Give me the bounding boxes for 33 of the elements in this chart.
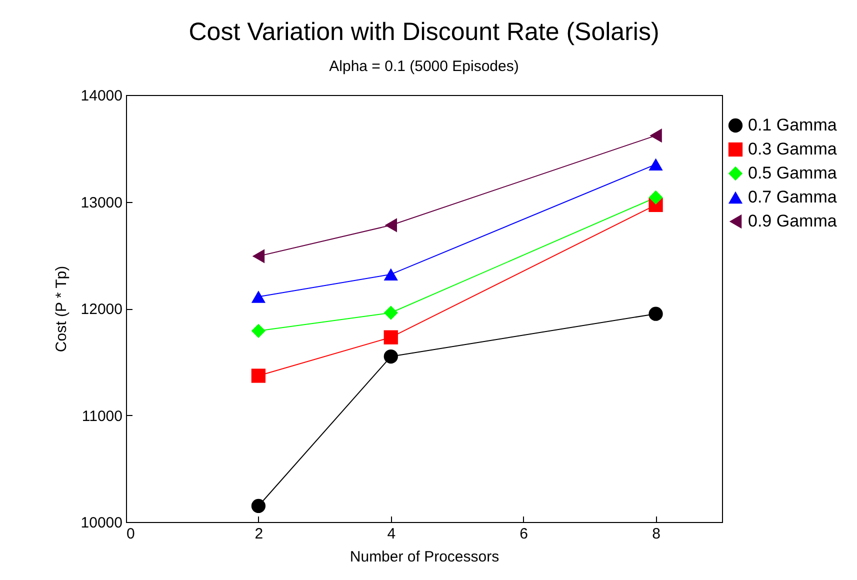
y-tick-label: 10000 [80, 514, 122, 532]
point [251, 368, 266, 383]
point [384, 218, 398, 232]
y-tick-label: 11000 [82, 408, 122, 425]
point [384, 349, 398, 364]
point [384, 306, 398, 320]
x-tick-label: 6 [520, 526, 528, 542]
x-tick-label: 0 [126, 526, 135, 542]
point [384, 330, 398, 344]
point [251, 324, 266, 338]
x-axis-title: Number of Processors [350, 548, 500, 566]
y-tick-label: 12000 [80, 301, 122, 318]
y-tick-label: 13000 [80, 194, 122, 212]
point [648, 190, 663, 205]
point [648, 306, 663, 321]
legend-label: 0.3 Gamma [748, 140, 838, 158]
legend-label: 0.1 Gamma [748, 116, 838, 134]
point [251, 498, 266, 514]
y-axis-title: Cost (P * Tp) [52, 266, 70, 352]
y-tick-label: 14000 [80, 88, 122, 104]
x-tick-label: 2 [254, 526, 264, 542]
x-tick-label: 8 [652, 526, 660, 542]
legend-label: 0.9 Gamma [748, 212, 838, 230]
point [650, 128, 662, 143]
point [252, 249, 265, 264]
legend-label: 0.7 Gamma [748, 188, 838, 206]
legend-label: 0.5 Gamma [748, 164, 838, 182]
x-tick-label: 4 [387, 526, 396, 542]
point [251, 290, 266, 303]
chart-subtitle: Alpha = 0.1 (5000 Episodes) [329, 58, 519, 75]
point [384, 268, 398, 280]
chart-title: Cost Variation with Discount Rate (Solaris) [188, 18, 660, 46]
point [648, 158, 663, 171]
